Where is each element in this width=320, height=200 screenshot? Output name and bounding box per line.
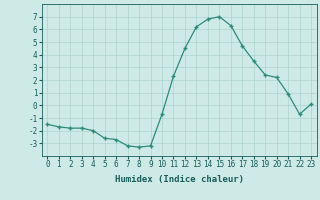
X-axis label: Humidex (Indice chaleur): Humidex (Indice chaleur) (115, 175, 244, 184)
